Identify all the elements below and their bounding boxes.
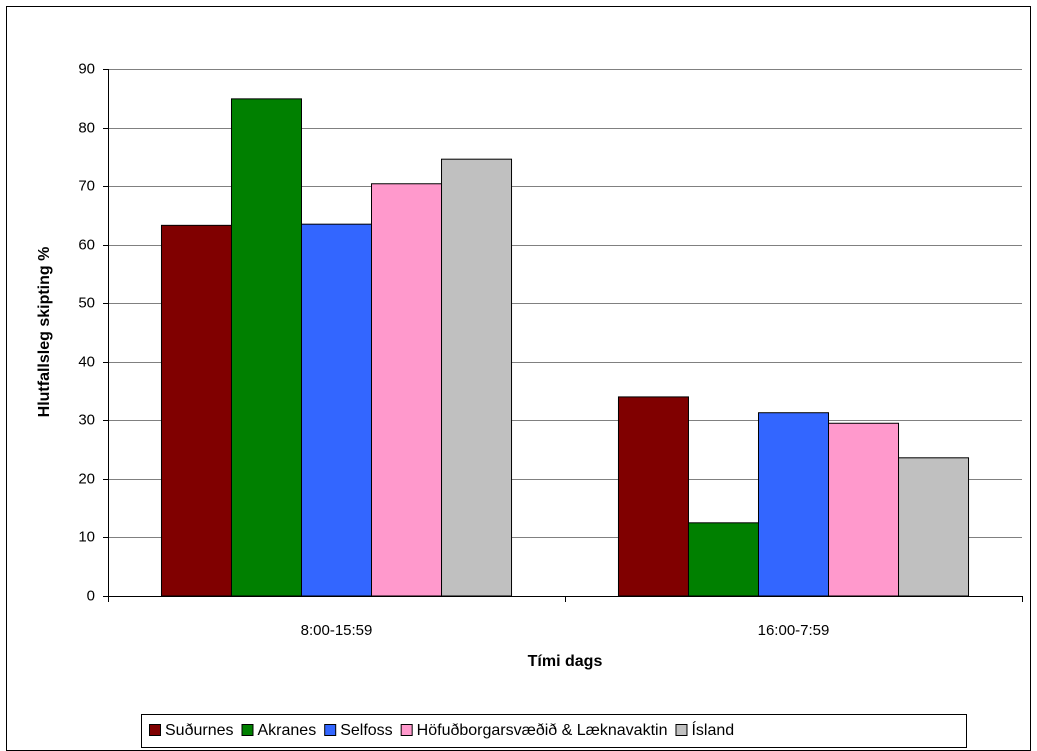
legend-swatch [675, 724, 688, 736]
legend-swatch [241, 724, 254, 736]
bar [441, 158, 513, 597]
y-tick-label: 20 [78, 470, 95, 487]
bar [371, 183, 443, 597]
bar [898, 457, 970, 597]
bar [230, 98, 302, 597]
legend-label: Ísland [691, 720, 734, 739]
legend-box [141, 714, 967, 748]
chart-border [6, 6, 1031, 751]
legend-label: Selfoss [340, 722, 392, 739]
x-tick-label: 16:00-7:59 [758, 622, 830, 639]
y-tick-label: 80 [78, 119, 95, 136]
legend-swatch [400, 724, 413, 736]
y-tick-label: 60 [78, 236, 95, 253]
y-tick-label: 50 [78, 294, 95, 311]
y-tick-label: 10 [78, 528, 95, 545]
legend-label: Höfuðborgarsvæðið & Læknavaktin [417, 722, 668, 739]
bar [757, 412, 830, 597]
legend-swatch [324, 724, 337, 736]
bar [687, 522, 759, 597]
y-axis-title: Hlutfallsleg skipting % [36, 247, 53, 418]
y-tick-label: 30 [78, 411, 95, 428]
bar [617, 396, 689, 597]
y-tick-label: 70 [78, 177, 95, 194]
y-tick-label: 90 [78, 60, 95, 77]
bar [300, 223, 373, 597]
y-tick-label: 0 [87, 587, 95, 604]
x-tick-label: 8:00-15:59 [301, 622, 373, 639]
legend-label: Akranes [258, 722, 317, 739]
x-axis-title: Tími dags [528, 653, 603, 670]
legend-swatch [149, 724, 161, 736]
bar [828, 422, 900, 597]
legend-label: Suðurnes [165, 722, 234, 739]
y-tick-label: 40 [78, 353, 95, 370]
bar [160, 224, 232, 597]
